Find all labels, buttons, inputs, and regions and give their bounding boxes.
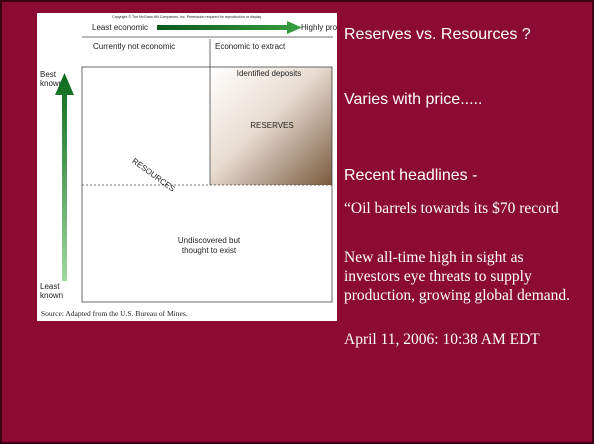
- source: Source: Adapted from the U.S. Bureau of …: [41, 309, 188, 318]
- arrow-right: [157, 21, 302, 34]
- reserves-area: [210, 67, 332, 185]
- economic: Economic to extract: [215, 42, 286, 51]
- title: Reserves vs. Resources ?: [344, 26, 531, 43]
- arrow-up: [55, 73, 74, 281]
- resources: RESOURCES: [130, 156, 176, 193]
- diagram: Copyright © The McGraw-Hill Companies, I…: [37, 13, 337, 321]
- copyright: Copyright © The McGraw-Hill Companies, I…: [112, 15, 262, 19]
- undiscovered: thought to exist: [182, 246, 237, 255]
- quote: “Oil barrels towards its $70 record: [344, 200, 559, 217]
- least-known: known: [40, 291, 63, 300]
- highly-profitable: Highly profitable: [301, 23, 337, 32]
- price-note: Varies with price.....: [344, 91, 483, 108]
- reserves: RESERVES: [250, 121, 293, 130]
- best-known: Best: [40, 70, 57, 79]
- quote: April 11, 2006: 10:38 AM EDT: [344, 331, 540, 348]
- identified: Identified deposits: [237, 69, 302, 78]
- quote: New all-time high in sight as investors …: [344, 249, 570, 304]
- least-economic: Least economic: [92, 23, 148, 32]
- least-known: Least: [40, 282, 60, 291]
- frame: [81, 66, 333, 303]
- undiscovered: Undiscovered but: [178, 236, 241, 245]
- headlines: Recent headlines -: [344, 167, 478, 184]
- best-known: known: [40, 79, 63, 88]
- not-economic: Currently not economic: [93, 42, 175, 51]
